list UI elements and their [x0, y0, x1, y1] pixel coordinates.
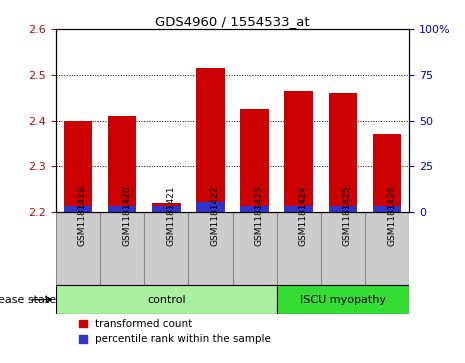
Bar [232, 212, 277, 285]
Bar [329, 93, 357, 212]
Bar [373, 205, 401, 212]
Bar [277, 212, 321, 285]
Title: GDS4960 / 1554533_at: GDS4960 / 1554533_at [155, 15, 310, 28]
Bar [108, 205, 136, 212]
Bar [373, 134, 401, 212]
Bar [365, 212, 409, 285]
Bar [196, 68, 225, 212]
Bar [152, 203, 180, 212]
Legend: transformed count, percentile rank within the sample: transformed count, percentile rank withi… [79, 319, 271, 344]
Bar [188, 212, 232, 285]
Bar [329, 205, 357, 212]
Bar [144, 212, 188, 285]
Bar [321, 212, 365, 285]
Bar [240, 109, 269, 212]
Text: GSM1181420: GSM1181420 [122, 185, 131, 246]
Bar [240, 205, 269, 212]
Bar [56, 212, 100, 285]
Text: GSM1181423: GSM1181423 [255, 185, 264, 246]
Bar [100, 212, 144, 285]
Bar [196, 202, 225, 212]
Text: GSM1181422: GSM1181422 [210, 185, 219, 246]
Bar [285, 91, 313, 212]
Text: GSM1181424: GSM1181424 [299, 185, 308, 246]
Text: GSM1181425: GSM1181425 [343, 185, 352, 246]
Text: GSM1181419: GSM1181419 [78, 185, 87, 246]
Bar [152, 205, 180, 212]
Bar [277, 285, 409, 314]
Bar [64, 205, 92, 212]
Bar [56, 285, 277, 314]
Text: GSM1181421: GSM1181421 [166, 185, 175, 246]
Text: control: control [147, 294, 186, 305]
Text: ISCU myopathy: ISCU myopathy [300, 294, 386, 305]
Text: GSM1181426: GSM1181426 [387, 185, 396, 246]
Bar [285, 205, 313, 212]
Text: disease state: disease state [0, 294, 56, 305]
Bar [108, 116, 136, 212]
Bar [64, 121, 92, 212]
